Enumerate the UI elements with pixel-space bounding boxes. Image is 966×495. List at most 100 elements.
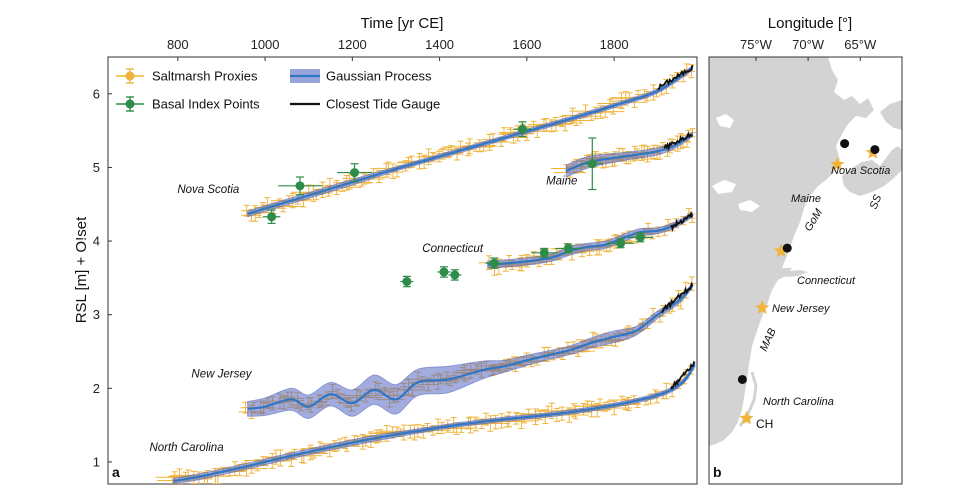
gp-mean-nova-scotia [247, 67, 694, 215]
basal-index-point [437, 266, 451, 278]
region-label-ss: SS [868, 192, 885, 211]
y-ticks: 1 2 3 4 5 6 [93, 86, 112, 469]
series-north-carolina [155, 360, 696, 484]
region-label-ch: CH [756, 417, 773, 431]
basal-marker [439, 267, 449, 277]
x-tick-label: 1800 [600, 37, 629, 52]
basal-marker [402, 277, 412, 287]
legend-entry-basal-index-points: Basal Index Points [116, 96, 260, 112]
basal-index-point [400, 275, 414, 288]
x-tick-label: 1000 [251, 37, 280, 52]
x-axis-title: Time [yr CE] [361, 15, 444, 32]
y-tick-label: 2 [93, 381, 100, 396]
y-tick-label: 6 [93, 86, 100, 101]
legend: Saltmarsh Proxies Gaussian Process Basal I… [116, 68, 440, 112]
x-tick-label: 1600 [512, 37, 541, 52]
map-land-long-island [778, 270, 808, 277]
lon-tick-label: 65°W [844, 37, 877, 52]
site-dot-marker [782, 243, 792, 253]
basal-index-point [337, 163, 372, 183]
basal-marker [295, 181, 305, 191]
gp-band-maine [565, 131, 693, 178]
map-land-nova-scotia [842, 146, 902, 196]
basal-marker [450, 270, 460, 280]
gp-mean-new-jersey [247, 284, 694, 410]
site-label-new-jersey: New Jersey [191, 368, 252, 380]
map-label-new-jersey: New Jersey [772, 303, 831, 315]
site-star-marker [830, 157, 845, 171]
legend-label: Saltmarsh Proxies [152, 69, 258, 84]
site-dot-marker [870, 145, 880, 155]
map-land-newfoundland [880, 100, 902, 130]
site-labels: Nova Scotia Maine Connecticut New Jersey Nor… [149, 175, 577, 454]
map-label-maine: Maine [791, 193, 821, 205]
site-label-maine: Maine [546, 175, 577, 187]
legend-label: Gaussian Process [326, 69, 432, 84]
legend-entry-closest-tide-gauge: Closest Tide Gauge [290, 97, 440, 112]
site-label-north-carolina: North Carolina [149, 442, 223, 454]
basal-index-point [262, 209, 281, 224]
y-tick-label: 5 [93, 160, 100, 175]
lon-tick-label: 70°W [792, 37, 825, 52]
series-maine [550, 128, 697, 191]
basal-marker [267, 212, 277, 222]
tide-gauge-nova-scotia [657, 64, 694, 90]
basal-marker [635, 232, 645, 242]
lon-ticks: 75°W 70°W 65°W [740, 37, 877, 61]
basal-index-point [607, 238, 634, 249]
legend-entry-saltmarsh-proxies: Saltmarsh Proxies [116, 68, 258, 84]
x-tick-label: 1400 [425, 37, 454, 52]
y-tick-label: 1 [93, 454, 100, 469]
map-x-axis-title: Longitude [°] [768, 15, 852, 32]
gp-mean-connecticut [487, 213, 694, 266]
site-dot-marker [840, 139, 850, 149]
x-tick-label: 800 [167, 37, 189, 52]
x-ticks: 800 1000 1200 1400 1600 1800 [167, 37, 629, 61]
gp-band-new-jersey [247, 281, 693, 419]
panel-b-letter: b [713, 464, 722, 480]
site-label-nova-scotia: Nova Scotia [177, 184, 239, 196]
basal-index-point [581, 137, 604, 191]
panel-b: Longitude [°] 75°W 70°W 65°W Nova Scotia M… [708, 15, 903, 485]
panel-b-frame [708, 56, 903, 485]
basal-index-point [627, 232, 654, 243]
legend-label: Basal Index Points [152, 97, 260, 112]
basal-index-point [555, 243, 582, 254]
series-layer [155, 63, 697, 484]
site-star-marker [739, 410, 754, 425]
basal-index-point [485, 257, 503, 269]
y-tick-label: 4 [93, 234, 100, 249]
basal-marker [616, 238, 626, 248]
x-tick-label: 1200 [338, 37, 367, 52]
basal-marker [587, 159, 597, 169]
tide-gauge-north-carolina [669, 360, 696, 390]
site-star-marker [755, 300, 770, 314]
basal-marker [489, 258, 499, 268]
basal-index-point [278, 176, 322, 196]
map-lake [712, 114, 760, 212]
panel-a-letter: a [112, 464, 120, 480]
series-connecticut [400, 208, 696, 288]
basal-marker [563, 243, 573, 253]
map-label-nova-scotia: Nova Scotia [831, 165, 890, 177]
basal-index-point [448, 269, 462, 281]
basal-marker [350, 168, 360, 178]
map-label-north-carolina: North Carolina [763, 396, 834, 408]
map-markers [737, 139, 880, 425]
panel-a-frame [107, 56, 698, 485]
legend-label: Closest Tide Gauge [326, 97, 440, 112]
tide-gauge-maine [663, 131, 693, 152]
site-label-connecticut: Connecticut [422, 243, 484, 255]
series-new-jersey [238, 276, 696, 420]
basal-index-point [513, 121, 532, 138]
y-axis-title: RSL [m] + O!set [73, 216, 90, 323]
map-label-connecticut: Connecticut [797, 275, 856, 287]
site-star-marker [773, 243, 789, 258]
basal-index-point [531, 247, 558, 258]
series-nova-scotia [241, 63, 696, 224]
tide-gauge-new-jersey [661, 281, 694, 314]
gp-mean-north-carolina [173, 364, 696, 483]
basal-marker [517, 124, 527, 134]
